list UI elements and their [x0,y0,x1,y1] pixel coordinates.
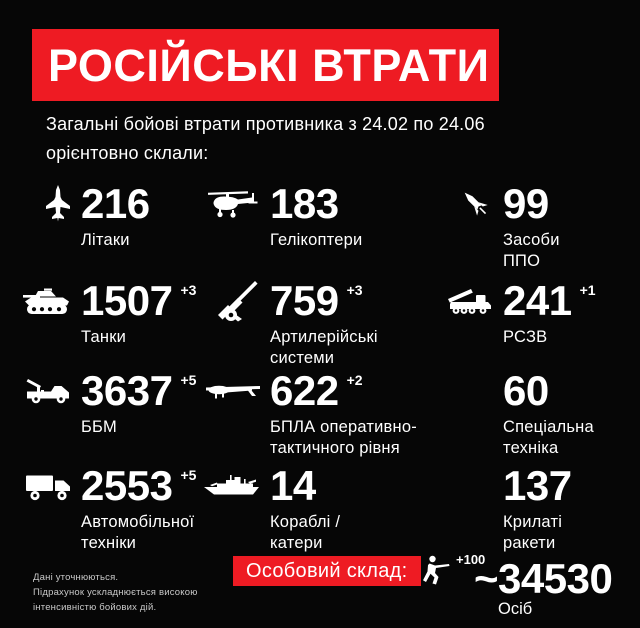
helicopter-icon [206,189,260,219]
stat-label: Засоби ППО [503,231,560,270]
armored-vehicle-icon [25,377,71,406]
stat-delta: +2 [346,372,363,388]
stat-label: Гелікоптери [270,231,363,249]
stat-label: Спеціальна техніка [503,418,594,457]
stat-tanks-numrow: 1507 +3 [23,277,197,324]
stat-label: Танки [81,328,127,346]
stat-mlrs-numrow: 241 +1 [448,277,596,324]
disclaimer-line-3: інтенсивністю бойових дій. [33,602,157,613]
stat-value: 99 [503,180,549,227]
subtitle-line-2: орієнтовно склали: [46,143,209,163]
stat-air-defense: 99 Засоби ППО [464,180,560,272]
disclaimer: Дані уточнюються. Підрахунок ускладнюєть… [33,570,198,615]
stat-value: 60 [503,367,549,414]
stat-delta: +1 [579,282,596,298]
personnel-badge-label: Особовий склад: [246,559,408,582]
page-title: РОСІЙСЬКІ ВТРАТИ [48,39,490,91]
stat-value: 241 [503,277,572,324]
stat-afv-numrow: 3637 +5 [26,367,197,414]
stat-value: 2553 [81,462,173,509]
title-banner: РОСІЙСЬКІ ВТРАТИ [32,29,499,101]
subtitle-line-1: Загальні бойові втрати противника з 24.0… [46,114,485,134]
stat-vehicles-numrow: 2553 +5 [26,462,197,509]
personnel-unit: Осіб [498,600,533,618]
mlrs-launcher-icon [447,287,493,315]
stat-vehicles: 2553 +5 Автомобільної техніки [26,462,197,554]
stat-afv: 3637 +5 ББМ [26,367,197,438]
stat-air-defense-numrow: 99 [464,180,560,227]
stat-aircraft: 216 Літаки [46,180,158,251]
personnel-value: ~34530 [474,555,613,602]
disclaimer-line-2: Підрахунок ускладнюється високою [33,587,198,598]
stat-artillery: 759 +3 Артилерійські системи [218,277,378,369]
stat-uav-drone-icon-wrap: 622 +2 [206,367,417,414]
stat-aircraft-numrow: 216 [46,180,158,227]
stat-mlrs: 241 +1 РСЗВ [448,277,596,348]
stat-delta: +5 [180,467,197,483]
missile-icon [459,187,493,221]
stat-value: 183 [270,180,339,227]
stat-value: 3637 [81,367,173,414]
stat-value: 216 [81,180,150,227]
stat-delta: +5 [180,372,197,388]
tank-icon [23,287,71,316]
stat-cruise-missiles-numrow: 137 [503,462,580,509]
fighter-jet-icon [45,185,71,223]
stat-label: Артилерійські системи [270,328,378,367]
stat-uav: 622 +2 БПЛА оперативно- тактичного рівня [206,367,417,459]
subtitle: Загальні бойові втрати противника з 24.0… [46,110,485,168]
stat-ships: 14 Кораблі / катери [204,462,341,554]
stat-label: БПЛА оперативно- тактичного рівня [270,418,417,457]
stat-value: 14 [270,462,316,509]
stat-artillery-numrow: 759 +3 [218,277,378,324]
disclaimer-line-1: Дані уточнюються. [33,572,119,583]
stat-label: Кораблі / катери [270,513,341,552]
soldier-icon [421,555,451,586]
stat-value: 137 [503,462,572,509]
stat-label: Літаки [81,231,130,249]
drone-icon [206,379,260,403]
stat-delta: +3 [180,282,197,298]
howitzer-icon [214,279,260,323]
stat-special-equipment: 60 Спеціальна техніка [503,367,594,459]
stat-label: Крилаті ракети [503,513,563,552]
stat-helicopters: 183 Гелікоптери [207,180,363,251]
stat-delta: +3 [346,282,363,298]
stat-value: 622 [270,367,339,414]
stat-label: РСЗВ [503,328,548,346]
stat-value: 759 [270,277,339,324]
truck-icon [25,471,71,502]
personnel-delta: +100 [456,552,486,567]
stat-label: ББМ [81,418,118,436]
warship-icon [204,475,260,497]
personnel-badge: Особовий склад: [233,556,421,586]
stat-ships-numrow: 14 [204,462,340,509]
stat-tanks: 1507 +3 Танки [23,277,197,348]
stat-helicopters-numrow: 183 [207,180,362,227]
stat-special-equipment-numrow: 60 [503,367,594,414]
stat-cruise-missiles: 137 Крилаті ракети [503,462,580,554]
stat-label: Автомобільної техніки [81,513,195,552]
stat-value: 1507 [81,277,173,324]
